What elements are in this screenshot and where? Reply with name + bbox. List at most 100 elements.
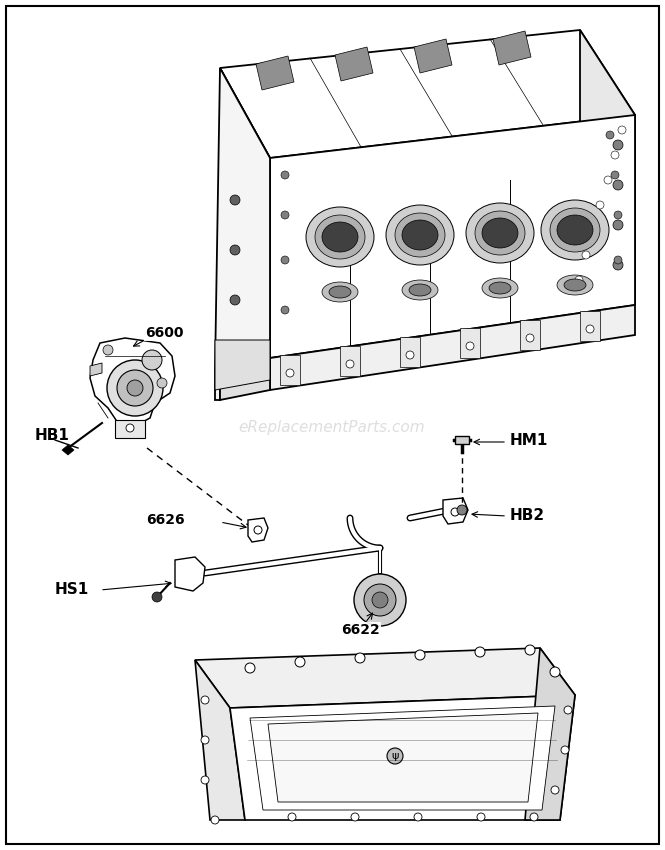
Polygon shape [248, 518, 268, 542]
Circle shape [117, 370, 153, 406]
Ellipse shape [402, 280, 438, 300]
Circle shape [618, 126, 626, 134]
Circle shape [551, 786, 559, 794]
Circle shape [530, 813, 538, 821]
Ellipse shape [409, 284, 431, 296]
Circle shape [414, 813, 422, 821]
Circle shape [281, 306, 289, 314]
Ellipse shape [550, 208, 600, 252]
Polygon shape [493, 31, 531, 65]
Ellipse shape [315, 215, 365, 259]
Circle shape [230, 295, 240, 305]
Polygon shape [340, 346, 360, 376]
Circle shape [387, 748, 403, 764]
Circle shape [564, 706, 572, 714]
Circle shape [281, 211, 289, 219]
Ellipse shape [541, 200, 609, 260]
Circle shape [245, 663, 255, 673]
Circle shape [596, 201, 604, 209]
Polygon shape [90, 363, 102, 376]
Circle shape [475, 647, 485, 657]
Polygon shape [220, 30, 635, 158]
Text: 6626: 6626 [146, 513, 185, 527]
Circle shape [613, 220, 623, 230]
Polygon shape [230, 695, 575, 820]
Circle shape [614, 211, 622, 219]
Polygon shape [580, 311, 600, 341]
Text: HS1: HS1 [55, 582, 89, 598]
Polygon shape [268, 713, 538, 802]
Circle shape [152, 592, 162, 602]
Circle shape [613, 140, 623, 150]
Circle shape [586, 325, 594, 333]
Ellipse shape [489, 282, 511, 294]
Circle shape [286, 369, 294, 377]
Circle shape [589, 226, 597, 234]
Polygon shape [520, 320, 540, 350]
Ellipse shape [466, 203, 534, 263]
Circle shape [415, 650, 425, 660]
Ellipse shape [322, 282, 358, 302]
Circle shape [281, 256, 289, 264]
Circle shape [211, 816, 219, 824]
Text: HB2: HB2 [510, 508, 545, 524]
Circle shape [606, 131, 614, 139]
Circle shape [582, 251, 590, 259]
Polygon shape [215, 340, 270, 390]
Ellipse shape [329, 286, 351, 298]
Text: HB1: HB1 [35, 428, 70, 443]
Circle shape [127, 380, 143, 396]
Polygon shape [220, 358, 270, 400]
Polygon shape [115, 420, 145, 438]
Circle shape [611, 151, 619, 159]
Polygon shape [220, 68, 270, 370]
Circle shape [281, 171, 289, 179]
Circle shape [611, 171, 619, 179]
Circle shape [142, 350, 162, 370]
Circle shape [575, 276, 583, 284]
Ellipse shape [322, 222, 358, 252]
Circle shape [364, 584, 396, 616]
Polygon shape [400, 337, 420, 367]
Circle shape [354, 574, 406, 626]
Polygon shape [443, 498, 468, 524]
Circle shape [614, 256, 622, 264]
Bar [455, 436, 469, 444]
Circle shape [126, 424, 134, 432]
Polygon shape [580, 30, 635, 305]
Ellipse shape [557, 275, 593, 295]
Polygon shape [250, 706, 555, 810]
Polygon shape [525, 648, 575, 820]
Circle shape [351, 813, 359, 821]
Circle shape [288, 813, 296, 821]
Circle shape [466, 342, 474, 350]
Circle shape [561, 746, 569, 754]
Text: eReplacementParts.com: eReplacementParts.com [239, 420, 426, 434]
Text: HM1: HM1 [510, 433, 549, 447]
Ellipse shape [557, 215, 593, 245]
Polygon shape [62, 445, 74, 455]
Circle shape [230, 245, 240, 255]
Ellipse shape [482, 218, 518, 248]
Ellipse shape [395, 213, 445, 257]
Polygon shape [414, 39, 452, 73]
Polygon shape [90, 338, 175, 426]
Circle shape [295, 657, 305, 667]
Circle shape [201, 696, 209, 704]
Circle shape [613, 260, 623, 270]
Polygon shape [270, 305, 635, 390]
Circle shape [406, 351, 414, 359]
Ellipse shape [402, 220, 438, 250]
Circle shape [103, 345, 113, 355]
Ellipse shape [306, 207, 374, 267]
Circle shape [107, 360, 163, 416]
Text: 6600: 6600 [145, 326, 184, 340]
Circle shape [613, 180, 623, 190]
Ellipse shape [564, 279, 586, 291]
Circle shape [346, 360, 354, 368]
Polygon shape [280, 355, 300, 385]
Circle shape [604, 176, 612, 184]
Circle shape [550, 667, 560, 677]
Circle shape [355, 653, 365, 663]
Polygon shape [215, 68, 270, 400]
